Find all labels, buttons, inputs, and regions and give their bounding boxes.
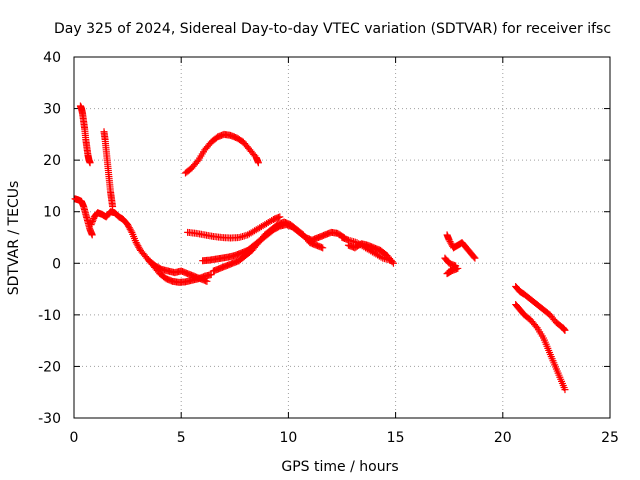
- y-tick-label: 20: [43, 153, 61, 169]
- data-point: [132, 239, 140, 247]
- data-point: [470, 253, 478, 261]
- data-point: [87, 221, 95, 229]
- y-tick-label: 10: [43, 205, 61, 221]
- series-evening-2: [338, 234, 395, 265]
- series-late-fall-b: [512, 301, 569, 394]
- series-early-decay: [71, 195, 96, 239]
- x-tick-label: 25: [601, 430, 619, 446]
- data-point: [88, 231, 96, 239]
- data-point: [89, 216, 97, 224]
- chart-title: Day 325 of 2024, Sidereal Day-to-day VTE…: [54, 21, 611, 37]
- x-tick-label: 20: [494, 430, 512, 446]
- data-points: [71, 102, 569, 394]
- data-point: [561, 386, 569, 394]
- data-point: [207, 271, 215, 279]
- data-point: [471, 254, 479, 262]
- x-tick-label: 10: [279, 430, 297, 446]
- x-tick-label: 15: [387, 430, 405, 446]
- series-morning-arc-2: [145, 257, 211, 285]
- y-tick-label: 40: [43, 50, 61, 66]
- data-point: [446, 238, 454, 246]
- series-spike-b: [100, 128, 117, 211]
- data-point: [133, 240, 141, 248]
- data-point: [254, 159, 262, 167]
- data-point: [125, 224, 133, 232]
- data-point: [319, 244, 327, 252]
- x-tick-label: 5: [177, 430, 186, 446]
- data-point: [135, 243, 143, 251]
- x-axis-title: GPS time / hours: [281, 459, 398, 475]
- y-axis-title: SDTVAR / TECUs: [6, 181, 22, 296]
- y-tick-label: 30: [43, 102, 61, 118]
- plot-frame: [73, 56, 611, 419]
- data-point: [387, 257, 395, 265]
- data-point: [86, 159, 94, 167]
- data-point: [203, 277, 211, 285]
- data-point: [276, 213, 284, 221]
- axis-ticks: 0 5 10 15 20 25 -30 -20 -10 0 10 20 30 40: [38, 50, 619, 446]
- data-point: [445, 236, 453, 244]
- grid-lines: [74, 57, 610, 418]
- series-night-low: [441, 254, 462, 278]
- series-late-fall-a: [512, 282, 569, 334]
- data-point: [561, 326, 569, 334]
- series-afternoon-band: [184, 213, 284, 242]
- series-night-bump: [443, 231, 479, 262]
- data-point: [124, 221, 132, 229]
- series-arch: [181, 130, 262, 177]
- series-spike-a: [76, 102, 94, 167]
- y-tick-label: 0: [52, 256, 61, 272]
- data-point: [454, 264, 462, 272]
- data-point: [88, 219, 96, 227]
- data-point: [268, 216, 276, 224]
- data-point: [134, 242, 142, 250]
- data-point: [124, 222, 132, 230]
- data-point: [88, 218, 96, 226]
- series-midday-low: [209, 218, 327, 275]
- x-tick-label: 0: [70, 430, 79, 446]
- data-point: [126, 225, 134, 233]
- data-point: [377, 253, 385, 261]
- data-point: [447, 239, 455, 247]
- y-tick-label: -20: [38, 359, 61, 375]
- y-tick-label: -30: [38, 411, 61, 427]
- data-point: [127, 227, 135, 235]
- data-point: [532, 322, 540, 330]
- y-tick-label: -10: [38, 308, 61, 324]
- data-point: [193, 158, 201, 166]
